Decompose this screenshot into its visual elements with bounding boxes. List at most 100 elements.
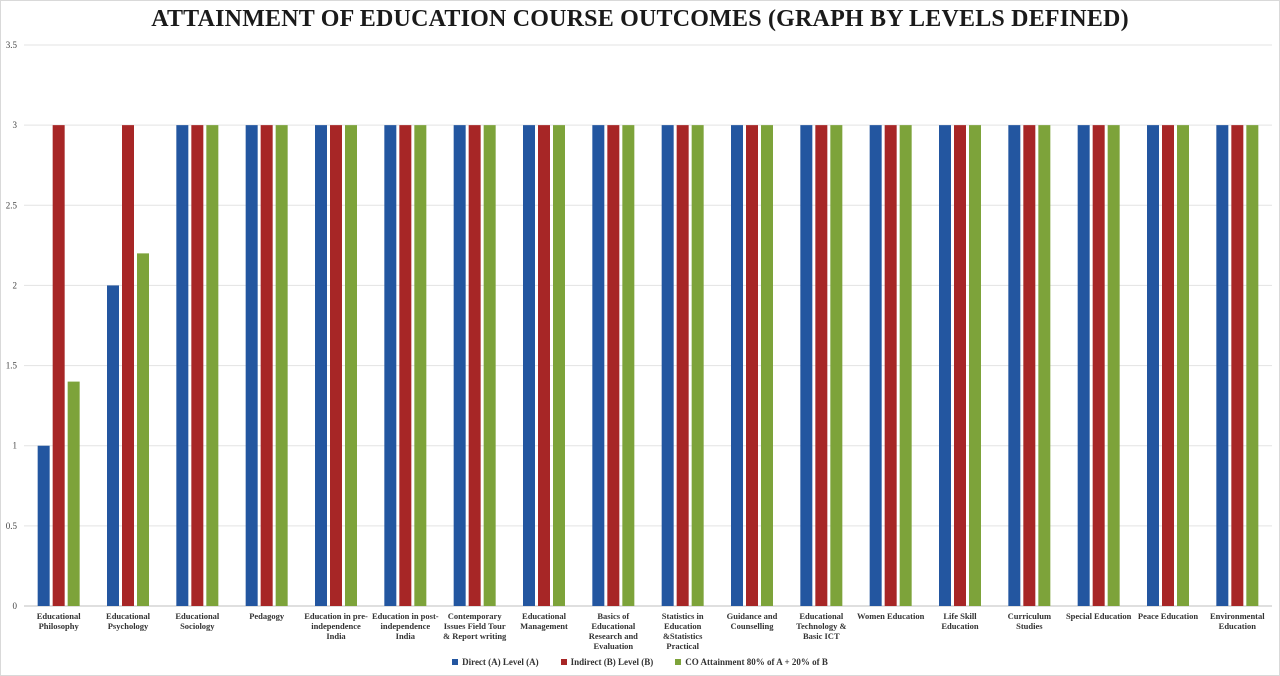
bar xyxy=(315,125,327,607)
bar xyxy=(1246,125,1259,607)
x-tick-label-line: Education in pre- xyxy=(304,611,368,621)
x-tick-label-line: Practical xyxy=(666,641,699,651)
x-tick-label: Statistics in Education &Statistics Practic… xyxy=(662,611,704,651)
bar xyxy=(414,125,427,607)
x-tick-label-line: Education xyxy=(1219,621,1257,631)
bar xyxy=(1216,125,1229,607)
x-tick-label-line: Guidance and xyxy=(727,611,778,621)
y-tick-label: 0 xyxy=(13,601,18,611)
x-tick-label: Special Education xyxy=(1066,611,1132,621)
bar xyxy=(899,125,912,607)
x-tick-label-line: Philosophy xyxy=(39,621,80,631)
y-tick-label: 3 xyxy=(13,120,18,130)
x-tick-label-line: Educational xyxy=(106,611,151,621)
bar xyxy=(869,125,882,607)
bar xyxy=(1147,125,1159,607)
bar xyxy=(969,125,981,607)
bar xyxy=(761,125,773,607)
x-tick-label-line: Management xyxy=(520,621,568,631)
bar xyxy=(954,125,966,607)
legend-swatch-direct xyxy=(452,659,459,665)
x-tick-label-line: Counselling xyxy=(731,621,775,631)
x-tick-label: Educational Philosophy xyxy=(37,611,82,631)
bar xyxy=(884,125,897,607)
legend-label-indirect: Indirect (B) Level (B) xyxy=(570,657,654,667)
bar xyxy=(275,125,288,607)
bar xyxy=(384,125,397,607)
bar xyxy=(939,125,951,607)
x-tick-label-line: Educational xyxy=(799,611,844,621)
x-tick-label: Contemporary Issues Field Tour & Report wr… xyxy=(443,611,507,641)
legend-swatch-co-attainment xyxy=(675,659,682,665)
x-tick-label-line: Technology & xyxy=(796,621,846,631)
legend-item-direct: Direct (A) Level (A) xyxy=(452,657,539,667)
x-tick-label: Women Education xyxy=(857,611,925,621)
y-tick-label: 0.5 xyxy=(6,521,18,531)
x-tick-label-line: &Statistics xyxy=(663,631,703,641)
bar xyxy=(1231,125,1244,607)
y-tick-label: 2 xyxy=(13,280,18,290)
x-tick-label-line: Issues Field Tour xyxy=(444,621,506,631)
bar xyxy=(245,125,258,607)
y-tick-label: 1 xyxy=(13,441,18,451)
x-tick-label-line: Curriculum xyxy=(1008,611,1051,621)
x-tick-label: Basics of Educational Research and Evaluati… xyxy=(589,611,638,651)
bar xyxy=(1008,125,1021,607)
bar xyxy=(399,125,412,607)
y-tick-label: 1.5 xyxy=(6,361,18,371)
x-tick-label-line: Research and xyxy=(589,631,638,641)
bar xyxy=(1177,125,1189,607)
x-tick-label-line: Evaluation xyxy=(593,641,633,651)
x-tick-label: Environmental Education xyxy=(1210,611,1265,631)
legend-label-direct: Direct (A) Level (A) xyxy=(462,657,539,667)
bar xyxy=(137,253,149,606)
legend-swatch-indirect xyxy=(560,659,567,665)
x-tick-label-line: Psychology xyxy=(108,621,149,631)
x-tick-label: Life Skill Education xyxy=(941,611,979,631)
x-tick-label: Curriculum Studies xyxy=(1008,611,1051,631)
x-tick-label-line: Life Skill xyxy=(943,611,977,621)
bar xyxy=(345,125,357,607)
x-tick-label-line: India xyxy=(396,631,416,641)
x-tick-label-line: Statistics in xyxy=(662,611,704,621)
x-tick-label-line: Environmental xyxy=(1210,611,1265,621)
bar xyxy=(622,125,635,607)
bar xyxy=(206,125,219,607)
y-tick-label: 3.5 xyxy=(6,40,18,50)
x-tick-label-line: Sociology xyxy=(180,621,215,631)
bar xyxy=(1077,125,1090,607)
bar xyxy=(260,125,273,607)
x-tick-label-line: Women Education xyxy=(857,611,925,621)
bar xyxy=(592,125,605,607)
bar xyxy=(676,125,689,607)
bar xyxy=(191,125,204,607)
bar xyxy=(107,285,119,606)
bar xyxy=(330,125,342,607)
bar xyxy=(731,125,743,607)
x-tick-label-line: Educational xyxy=(175,611,220,621)
x-tick-label: Educational Sociology xyxy=(175,611,220,631)
legend-label-co-attainment: CO Attainment 80% of A + 20% of B xyxy=(685,657,828,667)
bar xyxy=(830,125,843,607)
bar xyxy=(1107,125,1120,607)
x-tick-label: Educational Technology & Basic ICT xyxy=(796,611,846,641)
bar xyxy=(1038,125,1051,607)
x-tick-label-line: independence xyxy=(381,621,431,631)
x-tick-label: Pedagogy xyxy=(249,611,285,621)
legend-item-indirect: Indirect (B) Level (B) xyxy=(560,657,654,667)
bar xyxy=(538,125,550,607)
bar xyxy=(37,445,50,606)
x-tick-label-line: Education in post- xyxy=(372,611,439,621)
x-tick-label-line: Contemporary xyxy=(448,611,503,621)
x-tick-label-line: & Report writing xyxy=(443,631,507,641)
x-tick-label-line: Studies xyxy=(1016,621,1043,631)
x-tick-label-line: Educational xyxy=(591,621,636,631)
x-tick-label: Educational Management xyxy=(520,611,568,631)
x-tick-label: Education in pre-independence India xyxy=(304,611,368,641)
y-tick-label: 2.5 xyxy=(6,200,18,210)
bar xyxy=(468,125,481,607)
x-tick-label-line: Basic ICT xyxy=(803,631,840,641)
x-tick-label-line: India xyxy=(326,631,346,641)
bar xyxy=(607,125,620,607)
